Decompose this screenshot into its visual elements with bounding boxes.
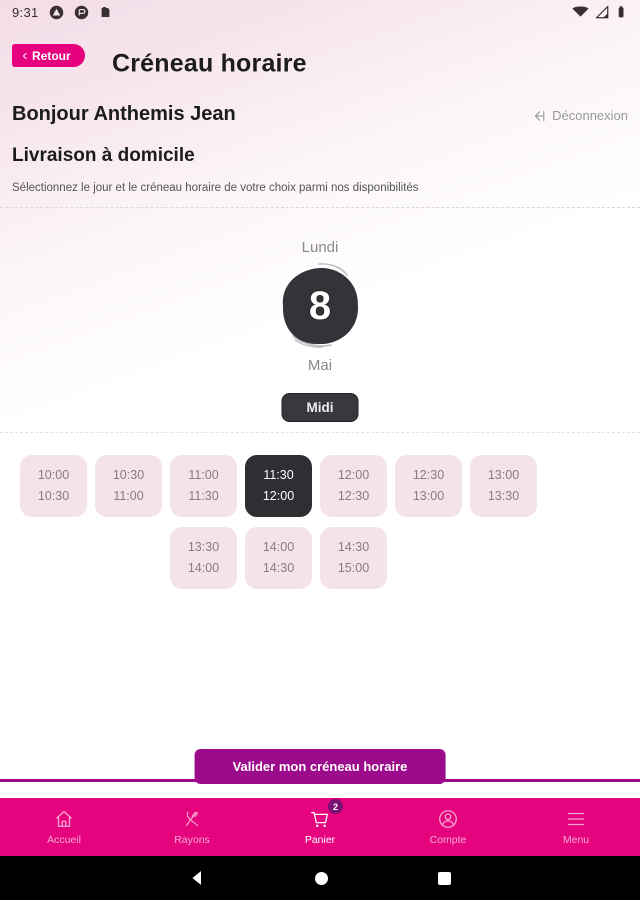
svg-text:8: 8 <box>309 284 331 328</box>
